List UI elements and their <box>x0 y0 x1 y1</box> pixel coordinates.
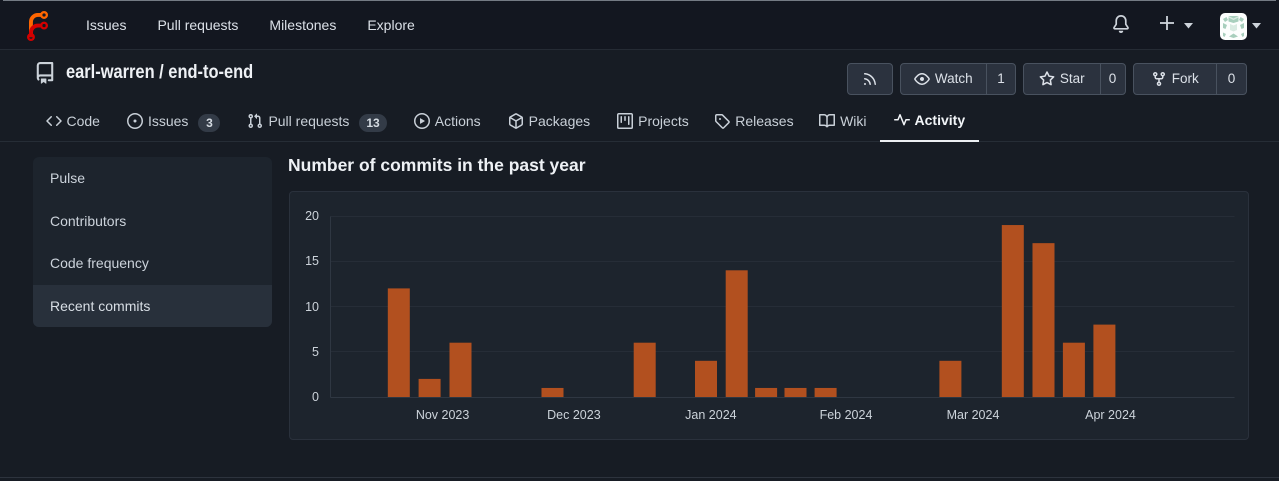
svg-text:15: 15 <box>305 254 319 268</box>
svg-text:10: 10 <box>305 300 319 314</box>
svg-text:0: 0 <box>312 390 319 404</box>
svg-text:Mar 2024: Mar 2024 <box>947 408 1000 422</box>
svg-text:Feb 2024: Feb 2024 <box>820 408 873 422</box>
svg-text:5: 5 <box>312 345 319 359</box>
svg-text:Apr 2024: Apr 2024 <box>1085 408 1136 422</box>
svg-text:Nov 2023: Nov 2023 <box>416 408 470 422</box>
svg-text:Dec 2023: Dec 2023 <box>547 408 601 422</box>
svg-text:20: 20 <box>305 209 319 223</box>
svg-text:Jan 2024: Jan 2024 <box>685 408 736 422</box>
